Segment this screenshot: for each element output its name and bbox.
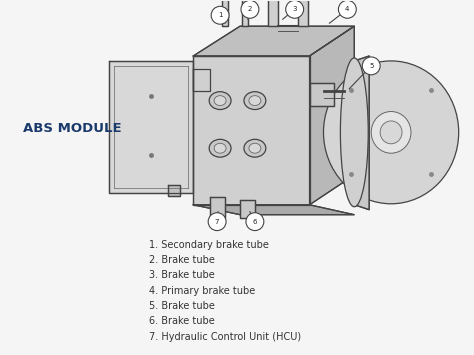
- Polygon shape: [242, 0, 248, 26]
- Circle shape: [208, 213, 226, 231]
- Circle shape: [246, 213, 264, 231]
- Polygon shape: [240, 200, 255, 218]
- Polygon shape: [222, 0, 228, 26]
- Text: 1: 1: [218, 12, 222, 18]
- Ellipse shape: [380, 121, 402, 144]
- Polygon shape: [193, 26, 354, 56]
- Text: 5: 5: [369, 63, 374, 69]
- Text: 3: 3: [292, 6, 297, 12]
- Text: 3. Brake tube: 3. Brake tube: [148, 270, 214, 280]
- Text: ABS MODULE: ABS MODULE: [23, 122, 122, 135]
- Polygon shape: [354, 56, 369, 210]
- Polygon shape: [193, 205, 354, 215]
- Polygon shape: [109, 61, 193, 193]
- Ellipse shape: [214, 143, 226, 153]
- Ellipse shape: [371, 111, 411, 153]
- Ellipse shape: [244, 92, 266, 110]
- Circle shape: [241, 0, 259, 18]
- Text: 4: 4: [345, 6, 349, 12]
- Text: 7: 7: [215, 219, 219, 225]
- Polygon shape: [193, 69, 210, 91]
- Text: 6. Brake tube: 6. Brake tube: [148, 316, 214, 326]
- Ellipse shape: [249, 143, 261, 153]
- Text: 4. Primary brake tube: 4. Primary brake tube: [148, 286, 255, 296]
- Text: 2. Brake tube: 2. Brake tube: [148, 255, 214, 265]
- Ellipse shape: [209, 92, 231, 110]
- Ellipse shape: [214, 95, 226, 105]
- Text: 6: 6: [253, 219, 257, 225]
- Text: 5. Brake tube: 5. Brake tube: [148, 301, 214, 311]
- Polygon shape: [310, 83, 335, 105]
- Polygon shape: [168, 185, 180, 196]
- Polygon shape: [310, 26, 354, 205]
- Circle shape: [362, 57, 380, 75]
- Circle shape: [211, 6, 229, 24]
- Ellipse shape: [340, 58, 368, 207]
- Circle shape: [286, 0, 304, 18]
- Text: 2: 2: [248, 6, 252, 12]
- Polygon shape: [268, 0, 278, 26]
- Text: 1. Secondary brake tube: 1. Secondary brake tube: [148, 240, 268, 250]
- Polygon shape: [298, 0, 308, 26]
- Circle shape: [338, 0, 356, 18]
- Polygon shape: [210, 197, 225, 218]
- Ellipse shape: [209, 139, 231, 157]
- Polygon shape: [193, 56, 310, 205]
- Ellipse shape: [244, 139, 266, 157]
- Text: 7. Hydraulic Control Unit (HCU): 7. Hydraulic Control Unit (HCU): [148, 332, 301, 342]
- Ellipse shape: [323, 61, 459, 204]
- Ellipse shape: [249, 95, 261, 105]
